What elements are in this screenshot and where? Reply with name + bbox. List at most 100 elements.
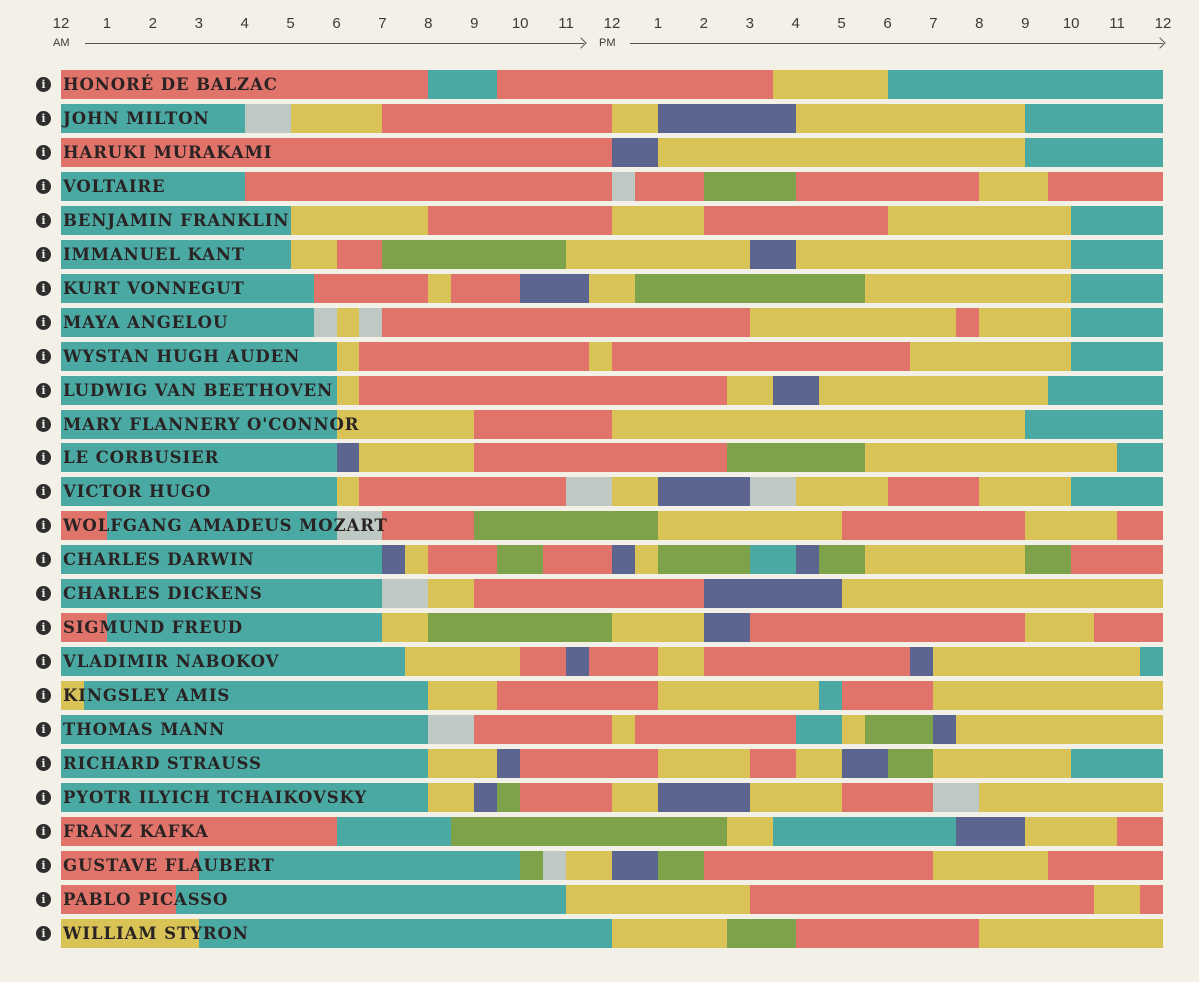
activity-segment-other [314,307,337,337]
activity-segment-leisure [61,918,199,948]
person-name: MARY FLANNERY O'CONNOR [63,414,360,434]
activity-segment-leisure [658,749,750,778]
activity-segment-exercise [451,816,727,846]
activity-segment-exercise [727,443,865,473]
activity-segment-creative [750,749,796,778]
schedule-bar [61,511,1163,541]
schedule-row: i WILLIAM STYRON [0,918,1199,948]
info-icon[interactable]: i [36,178,51,194]
info-icon[interactable]: i [36,891,51,907]
activity-segment-leisure [612,477,658,507]
hour-tick-label: 8 [424,15,433,32]
activity-segment-other [428,715,474,745]
info-icon[interactable]: i [36,654,51,670]
activity-segment-leisure [750,782,842,812]
person-name: LE CORBUSIER [63,448,220,468]
activity-segment-day-job [704,613,750,643]
person-name: BENJAMIN FRANKLIN [63,210,290,230]
info-icon[interactable]: i [36,586,51,602]
info-icon[interactable]: i [36,756,51,771]
activity-segment-sleep [61,307,314,337]
info-icon[interactable]: i [36,110,51,126]
info-icon[interactable]: i [36,620,51,636]
activity-segment-leisure [888,205,1071,235]
info-icon[interactable]: i [36,857,51,873]
info-icon[interactable]: i [36,552,51,568]
hour-tick-label: 12 [52,15,70,32]
activity-segment-sleep [61,273,314,303]
activity-segment-sleep [61,443,337,473]
activity-segment-creative [704,850,933,880]
info-icon[interactable]: i [36,450,51,466]
activity-segment-creative [474,409,612,439]
info-icon[interactable]: i [36,518,51,534]
activity-segment-creative [1071,545,1163,575]
activity-segment-creative [796,171,979,201]
activity-segment-day-job [658,103,796,133]
pm-label: PM [599,37,616,49]
activity-segment-leisure [612,782,658,812]
activity-segment-creative [61,816,337,846]
activity-segment-creative [382,307,750,337]
activity-segment-leisure [979,782,1163,812]
am-label: AM [53,37,70,49]
activity-segment-leisure [773,70,888,99]
info-icon[interactable]: i [36,212,51,228]
activity-segment-day-job [566,647,589,677]
activity-segment-creative [337,239,382,269]
activity-segment-sleep [107,511,337,541]
activity-segment-leisure [979,171,1048,201]
schedule-bar [61,816,1163,846]
activity-segment-other [933,782,979,812]
schedule-row: i KURT VONNEGUT [0,273,1199,303]
info-icon[interactable]: i [36,348,51,364]
info-icon[interactable]: i [36,789,51,805]
person-name: FRANZ KAFKA [63,821,209,841]
activity-segment-leisure [979,307,1071,337]
activity-segment-sleep [1140,647,1163,677]
activity-segment-creative [428,545,497,575]
schedule-bar [61,647,1163,677]
schedule-bar [61,613,1163,643]
info-icon[interactable]: i [36,688,51,704]
person-name: PYOTR ILYICH TCHAIKOVSKY [63,787,368,807]
activity-segment-sleep [61,409,337,439]
activity-segment-creative [474,443,727,473]
schedule-bar [61,443,1163,473]
activity-segment-exercise [865,715,933,745]
activity-segment-creative [497,681,658,711]
person-name: CHARLES DICKENS [63,584,263,604]
activity-segment-creative [1140,884,1163,914]
activity-segment-leisure [910,341,1071,371]
person-name: SIGMUND FREUD [63,618,243,638]
info-icon[interactable]: i [36,382,51,398]
info-icon[interactable]: i [36,925,51,941]
schedule-bar [61,273,1163,303]
hour-tick-label: 12 [603,15,621,32]
activity-segment-sleep [819,681,842,711]
info-icon[interactable]: i [36,314,51,330]
info-icon[interactable]: i [36,77,51,92]
info-icon[interactable]: i [36,484,51,500]
schedule-row: i MARY FLANNERY O'CONNOR [0,409,1199,439]
activity-segment-leisure [612,715,635,745]
activity-segment-leisure [658,681,819,711]
activity-segment-day-job [612,545,635,575]
info-icon[interactable]: i [36,722,51,738]
activity-segment-leisure [337,409,474,439]
info-icon[interactable]: i [36,823,51,839]
activity-segment-exercise [474,511,658,541]
info-icon[interactable]: i [36,144,51,160]
info-icon[interactable]: i [36,246,51,262]
activity-segment-sleep [1071,273,1163,303]
activity-segment-sleep [337,816,451,846]
hour-tick-label: 12 [1154,15,1172,32]
info-icon[interactable]: i [36,280,51,296]
activity-segment-sleep [888,70,1163,99]
schedule-row: i VLADIMIR NABOKOV [0,647,1199,677]
activity-segment-day-job [497,749,520,778]
activity-segment-creative [314,273,428,303]
info-icon[interactable]: i [36,416,51,432]
person-name: KURT VONNEGUT [63,278,245,298]
activity-segment-sleep [1025,103,1163,133]
